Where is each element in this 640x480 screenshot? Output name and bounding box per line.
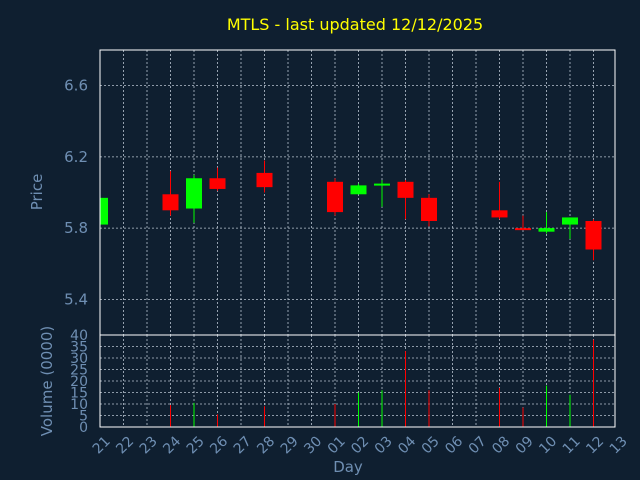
x-tick-label: 22	[113, 433, 137, 457]
volume-tick-label: 20	[70, 374, 88, 390]
x-tick-label: 01	[325, 433, 349, 457]
volume-tick-label: 5	[79, 409, 88, 425]
volume-tick-label: 35	[70, 340, 88, 356]
volume-grid	[100, 335, 615, 427]
x-tick-label: 23	[137, 433, 161, 457]
candle-body	[491, 210, 508, 218]
candle-body	[327, 181, 343, 213]
x-tick-label: 25	[184, 433, 208, 457]
price-tick-label: 5.8	[64, 219, 88, 237]
x-tick-label: 27	[231, 433, 255, 457]
volume-tick-label: 40	[70, 328, 88, 344]
x-tick-label: 26	[207, 433, 231, 457]
chart-title: MTLS - last updated 12/12/2025	[227, 15, 483, 34]
candle-body	[585, 221, 602, 250]
price-axis-label: Price	[28, 174, 46, 211]
x-tick-label: 05	[419, 433, 443, 457]
candle-body	[350, 185, 367, 195]
volume-axis-label: Volume (0000)	[38, 326, 56, 436]
price-tick-label: 6.6	[64, 77, 88, 95]
x-tick-label: 28	[254, 433, 278, 457]
x-tick-label: 10	[536, 433, 560, 457]
x-tick-label: 02	[348, 433, 372, 457]
candle-body	[562, 217, 578, 225]
x-tick-label: 21	[90, 433, 114, 457]
x-tick-label: 06	[442, 433, 466, 457]
x-axis-ticks: 21 22 23 24 25 26 27 28 29 30 01 02 03 04 05 06 07 08 09 10…	[90, 433, 631, 457]
x-tick-label: 08	[489, 433, 513, 457]
candle-body	[186, 178, 202, 209]
price-grid	[100, 50, 615, 335]
candle-body	[374, 183, 390, 186]
x-tick-label: 07	[466, 433, 490, 457]
price-y-ticks: 5.4 5.8 6.2 6.6	[64, 77, 88, 309]
candle-body	[538, 228, 555, 232]
candle-body	[256, 172, 273, 188]
x-axis-label: Day	[333, 458, 363, 476]
price-candles	[99, 160, 602, 261]
volume-tick-label: 15	[70, 386, 88, 402]
candle-body	[209, 178, 226, 189]
volume-panel-frame	[99, 334, 616, 428]
price-tick-label: 5.4	[64, 290, 88, 308]
candle-body	[100, 197, 108, 225]
volume-tick-label: 0	[79, 420, 88, 436]
x-tick-label: 04	[395, 433, 419, 457]
price-tick-label: 6.2	[64, 148, 88, 166]
volume-tick-label: 10	[70, 397, 88, 413]
x-tick-label: 29	[278, 433, 302, 457]
candle-body	[421, 197, 437, 221]
x-tick-label: 09	[513, 433, 537, 457]
x-tick-label: 13	[607, 433, 631, 457]
x-tick-label: 12	[583, 433, 607, 457]
x-tick-label: 30	[301, 433, 325, 457]
x-tick-label: 24	[160, 433, 184, 457]
candle-body	[515, 228, 531, 231]
volume-bars	[170, 339, 594, 427]
volume-tick-label: 30	[70, 351, 88, 367]
volume-tick-label: 25	[70, 363, 88, 379]
x-tick-label: 11	[560, 433, 584, 457]
candle-body	[162, 194, 179, 211]
candle-body	[397, 181, 414, 198]
x-tick-label: 03	[372, 433, 396, 457]
